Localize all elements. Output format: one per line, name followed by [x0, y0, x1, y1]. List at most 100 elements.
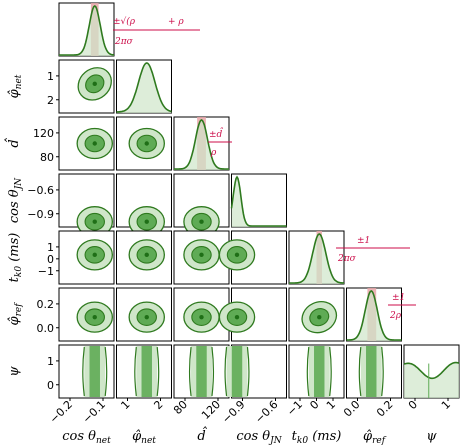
- formula-d-hat-numerator: ±d̂: [209, 127, 224, 140]
- y-axis-label: φ̂net: [7, 74, 24, 98]
- formula-cos-theta-net-denominator: 2πσ: [114, 37, 134, 47]
- contour-edge-left: [134, 346, 137, 397]
- x-axis-label: φ̂net: [132, 429, 156, 446]
- contour-edge-right: [246, 346, 250, 397]
- y-tick-label: −0.9: [27, 208, 54, 221]
- y-axis-phi_net: 1 2 φ̂net: [7, 70, 59, 107]
- marginal-curve-phi_net: [116, 62, 172, 113]
- contour-peak: [92, 314, 97, 320]
- y-axis-label: ψ: [7, 366, 22, 377]
- panel-psi-vs-cos_theta_net: [58, 344, 115, 399]
- contour-inner: [366, 346, 377, 397]
- y-axis-psi: 1 0 ψ: [7, 355, 59, 392]
- x-axis-label: tk0 (ms): [292, 429, 342, 446]
- x-tick-label: −0.9: [220, 398, 248, 426]
- x-tick-label: −1: [284, 398, 305, 419]
- marginal-fill-d_hat: [174, 120, 229, 170]
- panel-cos_theta_jn-vs-cos_theta_jn: [230, 173, 287, 228]
- panel-d_hat-vs-d_hat: [173, 116, 230, 171]
- x-axis-label: ψ: [426, 429, 437, 444]
- x-tick-label: 0: [406, 398, 420, 412]
- contour-edge-right: [329, 346, 332, 397]
- panel-psi-vs-phi_ref: [346, 344, 402, 399]
- panel-psi-vs-psi: [403, 344, 460, 399]
- marginal-curve-cos_theta_jn: [230, 175, 287, 227]
- contour-peak: [92, 81, 97, 87]
- marginal-curve-t_k0: [289, 233, 345, 284]
- marginal-fill-cos_theta_net: [59, 6, 114, 56]
- panel-phi_ref-vs-phi_net: [116, 287, 172, 342]
- contour-inner: [196, 346, 207, 397]
- formula-cos-theta-net-numerator: ±√(ρ: [113, 16, 136, 27]
- contour-inner: [231, 346, 243, 397]
- marginal-fill-cos_theta_jn: [231, 177, 287, 227]
- formula-phi-ref-numerator: ±1: [392, 293, 405, 303]
- panel-psi-vs-phi_net: [116, 344, 172, 399]
- x-axis-phi_ref: 0.0 0.2 φ̂ref: [341, 398, 396, 446]
- x-axis-label: φ̂ref: [363, 429, 387, 446]
- x-tick-label: 1: [118, 398, 132, 412]
- y-axis-label: tk0 (ms): [7, 233, 24, 283]
- y-tick-label: 0.2: [37, 298, 55, 311]
- panel-cos_theta_jn-vs-phi_net: [116, 173, 172, 238]
- contour-peak: [144, 219, 149, 224]
- x-tick-label: 1: [324, 398, 338, 412]
- y-axis-d_hat: 120 80 d̂: [4, 127, 59, 164]
- x-axis-d_hat: 80 120 d̂: [171, 398, 223, 444]
- contour-edge-right: [381, 346, 384, 397]
- y-axis-phi_ref: 0.2 0.0 φ̂ref: [7, 298, 59, 335]
- y-axis-label: φ̂ref: [7, 302, 24, 326]
- x-axis-label: cos θnet: [62, 429, 111, 446]
- x-tick-label: 120: [199, 398, 223, 422]
- contour-edge-right: [211, 346, 215, 397]
- contour-peak: [144, 314, 149, 320]
- formula-d-hat-denominator: ρ: [210, 148, 217, 158]
- x-axis-t_k0: −1 0 1 tk0 (ms): [284, 398, 341, 446]
- panel-phi_ref-vs-cos_theta_jn: [218, 287, 287, 342]
- marginal-fill-phi_net: [116, 63, 172, 113]
- contour-edge-right: [156, 346, 160, 397]
- contour-edge-left: [224, 346, 228, 397]
- x-tick-label: 2: [151, 398, 165, 412]
- contour-peak: [317, 314, 322, 320]
- contour-peak: [234, 314, 240, 320]
- panel-d_hat-vs-phi_net: [116, 116, 172, 171]
- contour-edge-left: [188, 346, 192, 397]
- contour-edge-right: [104, 346, 108, 397]
- y-tick-label: 80: [40, 151, 54, 164]
- x-tick-label: 0: [307, 398, 321, 412]
- formula-t-k0: ±1 2πσ: [336, 236, 410, 264]
- panel-t_k0-vs-d_hat: [173, 230, 230, 285]
- formula-d-hat: ±d̂ ρ: [208, 127, 232, 158]
- y-tick-label: 0: [47, 379, 54, 392]
- formula-annotations: ±√(ρ + ρ 2πσ ±d̂ ρ ±1 2πσ ±1 2ρ: [113, 16, 416, 321]
- contour-peak: [234, 252, 240, 258]
- y-axis-label: d̂: [4, 137, 22, 147]
- panel-phi_ref-vs-phi_ref: [346, 287, 402, 342]
- x-axis-cos_theta_net: −0.2 −0.1 cos θnet: [47, 398, 111, 446]
- formula-phi-ref: ±1 2ρ: [388, 293, 416, 321]
- y-tick-label: 1: [47, 355, 54, 368]
- marginal-fill-phi_ref: [346, 291, 402, 341]
- y-axis-label: cos θJN: [7, 177, 24, 223]
- contour-peak: [199, 314, 204, 320]
- panel-cos_theta_jn-vs-cos_theta_net: [58, 173, 115, 238]
- panel-phi_ref-vs-cos_theta_net: [58, 287, 115, 342]
- x-axis-label: cos θJN: [236, 429, 282, 446]
- panel-cos_theta_net-vs-cos_theta_net: [58, 2, 115, 57]
- panel-d_hat-vs-cos_theta_net: [58, 116, 115, 171]
- panel-psi-vs-d_hat: [173, 344, 230, 399]
- marginal-curve-phi_ref: [346, 290, 402, 341]
- contour-peak: [92, 219, 97, 224]
- x-tick-label: 0.2: [374, 398, 396, 420]
- marginal-curve-d_hat: [174, 119, 229, 170]
- panel-t_k0-vs-t_k0: [288, 230, 345, 285]
- x-tick-label: 1: [439, 398, 453, 412]
- panel-t_k0-vs-cos_theta_jn: [218, 230, 287, 285]
- x-axis-cos_theta_jn: −0.9 −0.6 cos θJN: [220, 398, 283, 446]
- contour-edge-left: [82, 346, 85, 397]
- y-tick-label: 2: [47, 94, 54, 107]
- y-tick-label: 0: [47, 253, 54, 266]
